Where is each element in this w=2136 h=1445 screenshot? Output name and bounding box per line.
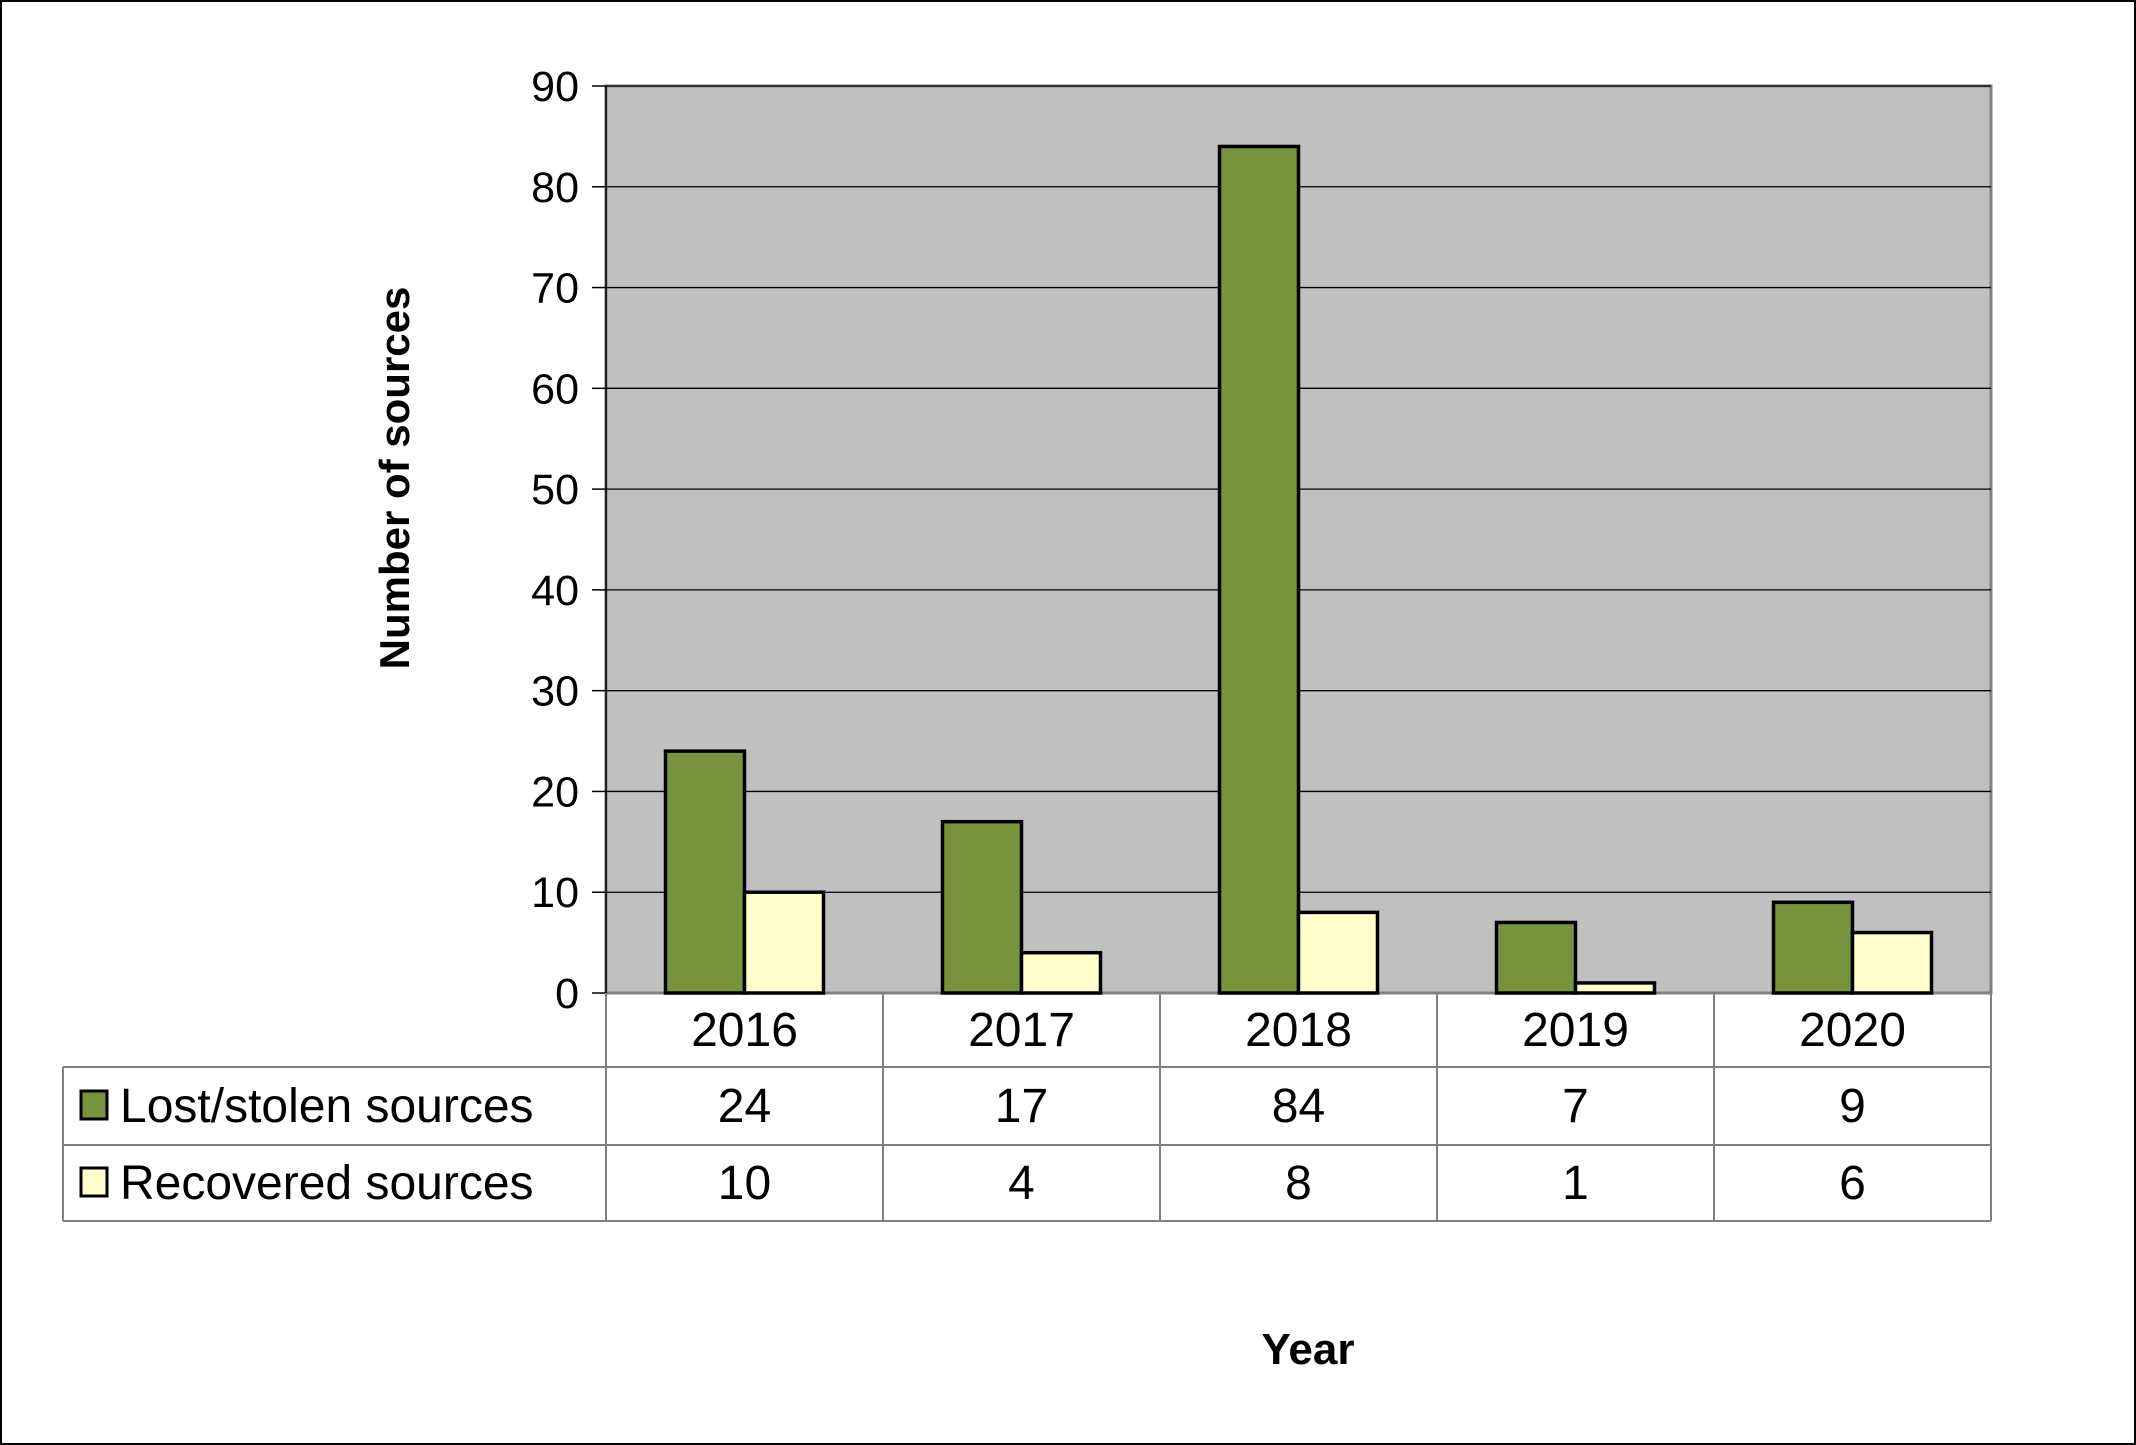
data-value-recovered-2017: 4 [1008, 1157, 1035, 1210]
legend-swatch-lost-stolen [79, 1089, 109, 1121]
category-label-2020: 2020 [1799, 1004, 1906, 1057]
category-label-2018: 2018 [1245, 1004, 1352, 1057]
y-axis: 0 10 20 30 40 50 60 70 80 90 [531, 63, 607, 1018]
bar-lost-stolen-2020 [1771, 900, 1855, 995]
legend-label-recovered: Recovered sources [120, 1157, 534, 1210]
y-tick-label: 80 [531, 164, 579, 212]
data-value-recovered-2020: 6 [1839, 1157, 1866, 1210]
category-label-2017: 2017 [968, 1004, 1075, 1057]
y-tick-label: 20 [531, 768, 579, 816]
bar-recovered-2016 [742, 890, 826, 995]
category-label-2016: 2016 [691, 1004, 798, 1057]
legend-swatch-recovered [79, 1166, 109, 1198]
bar-recovered-2017 [1019, 950, 1103, 995]
bar-lost-stolen-2017 [940, 819, 1024, 995]
bar-recovered-2018 [1296, 910, 1380, 995]
bar-recovered-2019 [1573, 981, 1657, 995]
legend-label-lost-stolen: Lost/stolen sources [120, 1080, 534, 1133]
category-label-2019: 2019 [1522, 1004, 1629, 1057]
y-tick-label: 70 [531, 265, 579, 313]
data-value-lost-stolen-2020: 9 [1839, 1080, 1866, 1133]
x-axis-title: Year [1262, 1325, 1355, 1374]
data-value-recovered-2016: 10 [718, 1157, 771, 1210]
y-axis-title: Number of sources [371, 287, 418, 670]
y-tick-label: 60 [531, 365, 579, 413]
data-value-lost-stolen-2016: 24 [718, 1080, 771, 1133]
data-value-lost-stolen-2019: 7 [1562, 1080, 1589, 1133]
y-tick-label: 90 [531, 63, 579, 111]
data-value-lost-stolen-2017: 17 [995, 1080, 1048, 1133]
y-tick-label: 40 [531, 567, 579, 615]
y-tick-label: 50 [531, 466, 579, 514]
data-value-lost-stolen-2018: 84 [1272, 1080, 1325, 1133]
data-value-recovered-2019: 1 [1562, 1157, 1589, 1210]
y-tick-label: 10 [531, 869, 579, 917]
bar-lost-stolen-2016 [663, 749, 747, 995]
bars [663, 144, 1934, 995]
data-value-recovered-2018: 8 [1285, 1157, 1312, 1210]
y-tick-label: 0 [555, 970, 579, 1018]
bar-lost-stolen-2019 [1494, 920, 1578, 995]
data-table: 2016 2017 2018 2019 2020 Lost/stolen sources 2… [62, 993, 1992, 1222]
bar-recovered-2020 [1850, 930, 1934, 995]
y-tick-label: 30 [531, 668, 579, 716]
bar-lost-stolen-2018 [1217, 144, 1301, 995]
